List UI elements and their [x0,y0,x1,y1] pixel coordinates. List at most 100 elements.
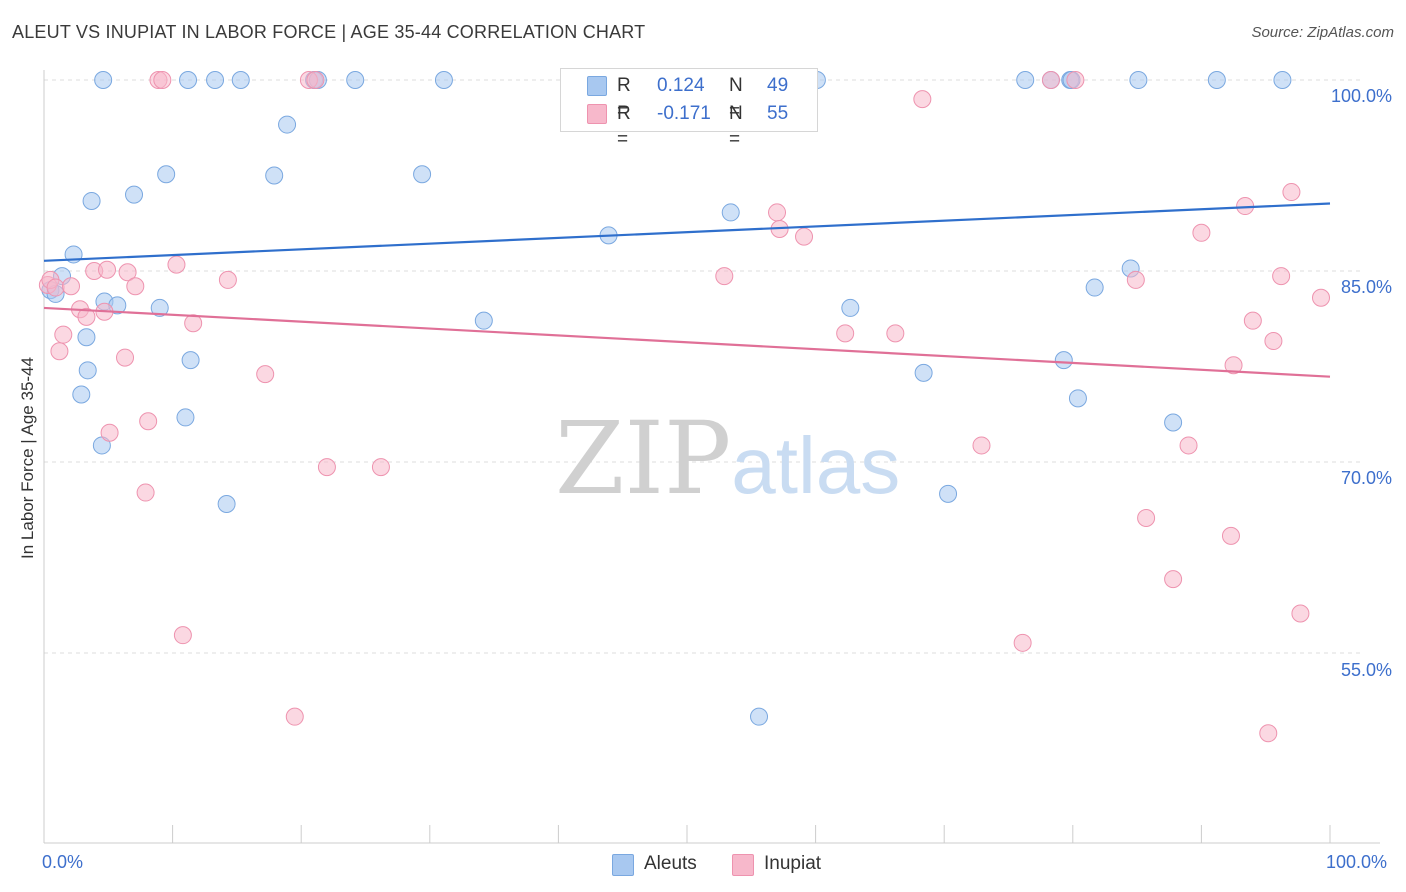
aleuts-point [82,191,101,210]
aleuts-point [278,115,297,134]
inupiat-point [1243,311,1262,330]
y-tick-label: 100.0% [1330,86,1392,106]
inupiat-point [886,324,905,343]
bottom-legend-label: Aleuts [644,853,697,874]
inupiat-point [136,483,155,502]
aleuts-point [750,707,769,726]
aleuts-point [72,385,91,404]
aleuts-point [181,351,200,370]
aleuts-point [1207,71,1226,89]
inupiat-point [317,458,336,477]
inupiat-trend-line [43,306,1331,378]
aleuts-point [77,328,96,347]
bottom-legend-swatch-aleuts [612,854,634,876]
legend-n-label: N = [729,75,743,122]
aleuts-point [413,165,432,184]
inupiat-point [46,278,65,297]
legend-r-value: -0.171 [657,103,711,124]
inupiat-point [836,324,855,343]
aleuts-trend-line [43,202,1331,262]
inupiat-point [1291,604,1310,623]
inupiat-point [371,458,390,477]
bottom-legend-swatch-inupiat [732,854,754,876]
legend-r-label: R = [617,75,631,122]
legend: R = 0.124 N = 49 R = -0.171 N = 55 [560,68,818,150]
aleuts-point [176,408,195,427]
legend-r-label: R = [617,103,631,150]
inupiat-point [1264,332,1283,351]
grid-layer [44,79,1360,654]
legend-swatch-aleuts [587,76,607,96]
trend-layer [43,202,1331,378]
inupiat-point [116,348,135,367]
aleuts-point [434,71,453,89]
inupiat-point [1192,223,1211,242]
inupiat-point [126,277,145,296]
inupiat-point [98,260,117,279]
aleuts-point [721,203,740,222]
axis-layer [43,70,1380,844]
y-tick-label: 70.0% [1340,468,1392,488]
bottom-legend-label: Inupiat [764,853,822,874]
aleuts-point [346,71,365,89]
legend-swatch-inupiat [587,104,607,124]
aleuts-point [78,361,97,380]
inupiat-point [1066,71,1085,89]
inupiat-point [62,277,81,296]
y-tick-label: 85.0% [1340,277,1392,297]
aleuts-point [179,71,198,89]
source-label: Source: ZipAtlas.com [1251,24,1394,41]
inupiat-point [139,412,158,431]
inupiat-point [795,227,814,246]
inupiat-point [285,707,304,726]
aleuts-point [125,185,144,204]
watermark-zip: ZIP [555,400,732,517]
inupiat-point [306,71,325,89]
aleuts-point [1129,71,1148,89]
inupiat-point [1041,71,1060,89]
inupiat-point [1311,288,1330,307]
aleuts-point [1164,413,1183,432]
aleuts-point [1054,351,1073,370]
inupiat-point [118,263,137,282]
legend-n-value: 49 [767,75,789,96]
inupiat-point [715,267,734,286]
inupiat-point [153,71,172,89]
aleuts-point [841,298,860,317]
aleuts-point [217,495,236,514]
inupiat-point [1282,183,1301,202]
aleuts-point [1068,389,1087,408]
inupiat-point [100,423,119,442]
x-tick-label-min: 0.0% [42,852,84,872]
inupiat-point [768,203,787,222]
legend-n-value: 55 [767,103,789,124]
aleuts-point [1085,278,1104,297]
aleuts-point [1273,71,1292,89]
chart-title: ALEUT VS INUPIAT IN LABOR FORCE | AGE 35… [12,22,646,42]
aleuts-point [94,71,113,89]
legend-n-label: N = [729,103,743,150]
aleuts-point [1016,71,1035,89]
inupiat-point [50,342,69,361]
inupiat-point [1137,509,1156,528]
aleuts-point [474,311,493,330]
aleuts-point [206,71,225,89]
inupiat-point [1126,270,1145,289]
inupiat-point [1272,267,1291,286]
aleuts-point [914,363,933,382]
y-tick-label: 55.0% [1340,660,1392,680]
inupiat-point [256,365,275,384]
inupiat-point [184,314,203,333]
inupiat-point [1164,570,1183,589]
y-axis-label: In Labor Force | Age 35-44 [18,357,37,559]
aleuts-point [157,165,176,184]
inupiat-point [173,626,192,645]
inupiat-point [54,325,73,344]
inupiat-point [1224,356,1243,375]
aleuts-point [265,166,284,185]
inupiat-point [77,307,96,326]
inupiat-point [1221,526,1240,545]
watermark: ZIPatlas [555,400,900,517]
inupiat-point [972,436,991,455]
x-tick-label-max: 100.0% [1326,852,1388,872]
